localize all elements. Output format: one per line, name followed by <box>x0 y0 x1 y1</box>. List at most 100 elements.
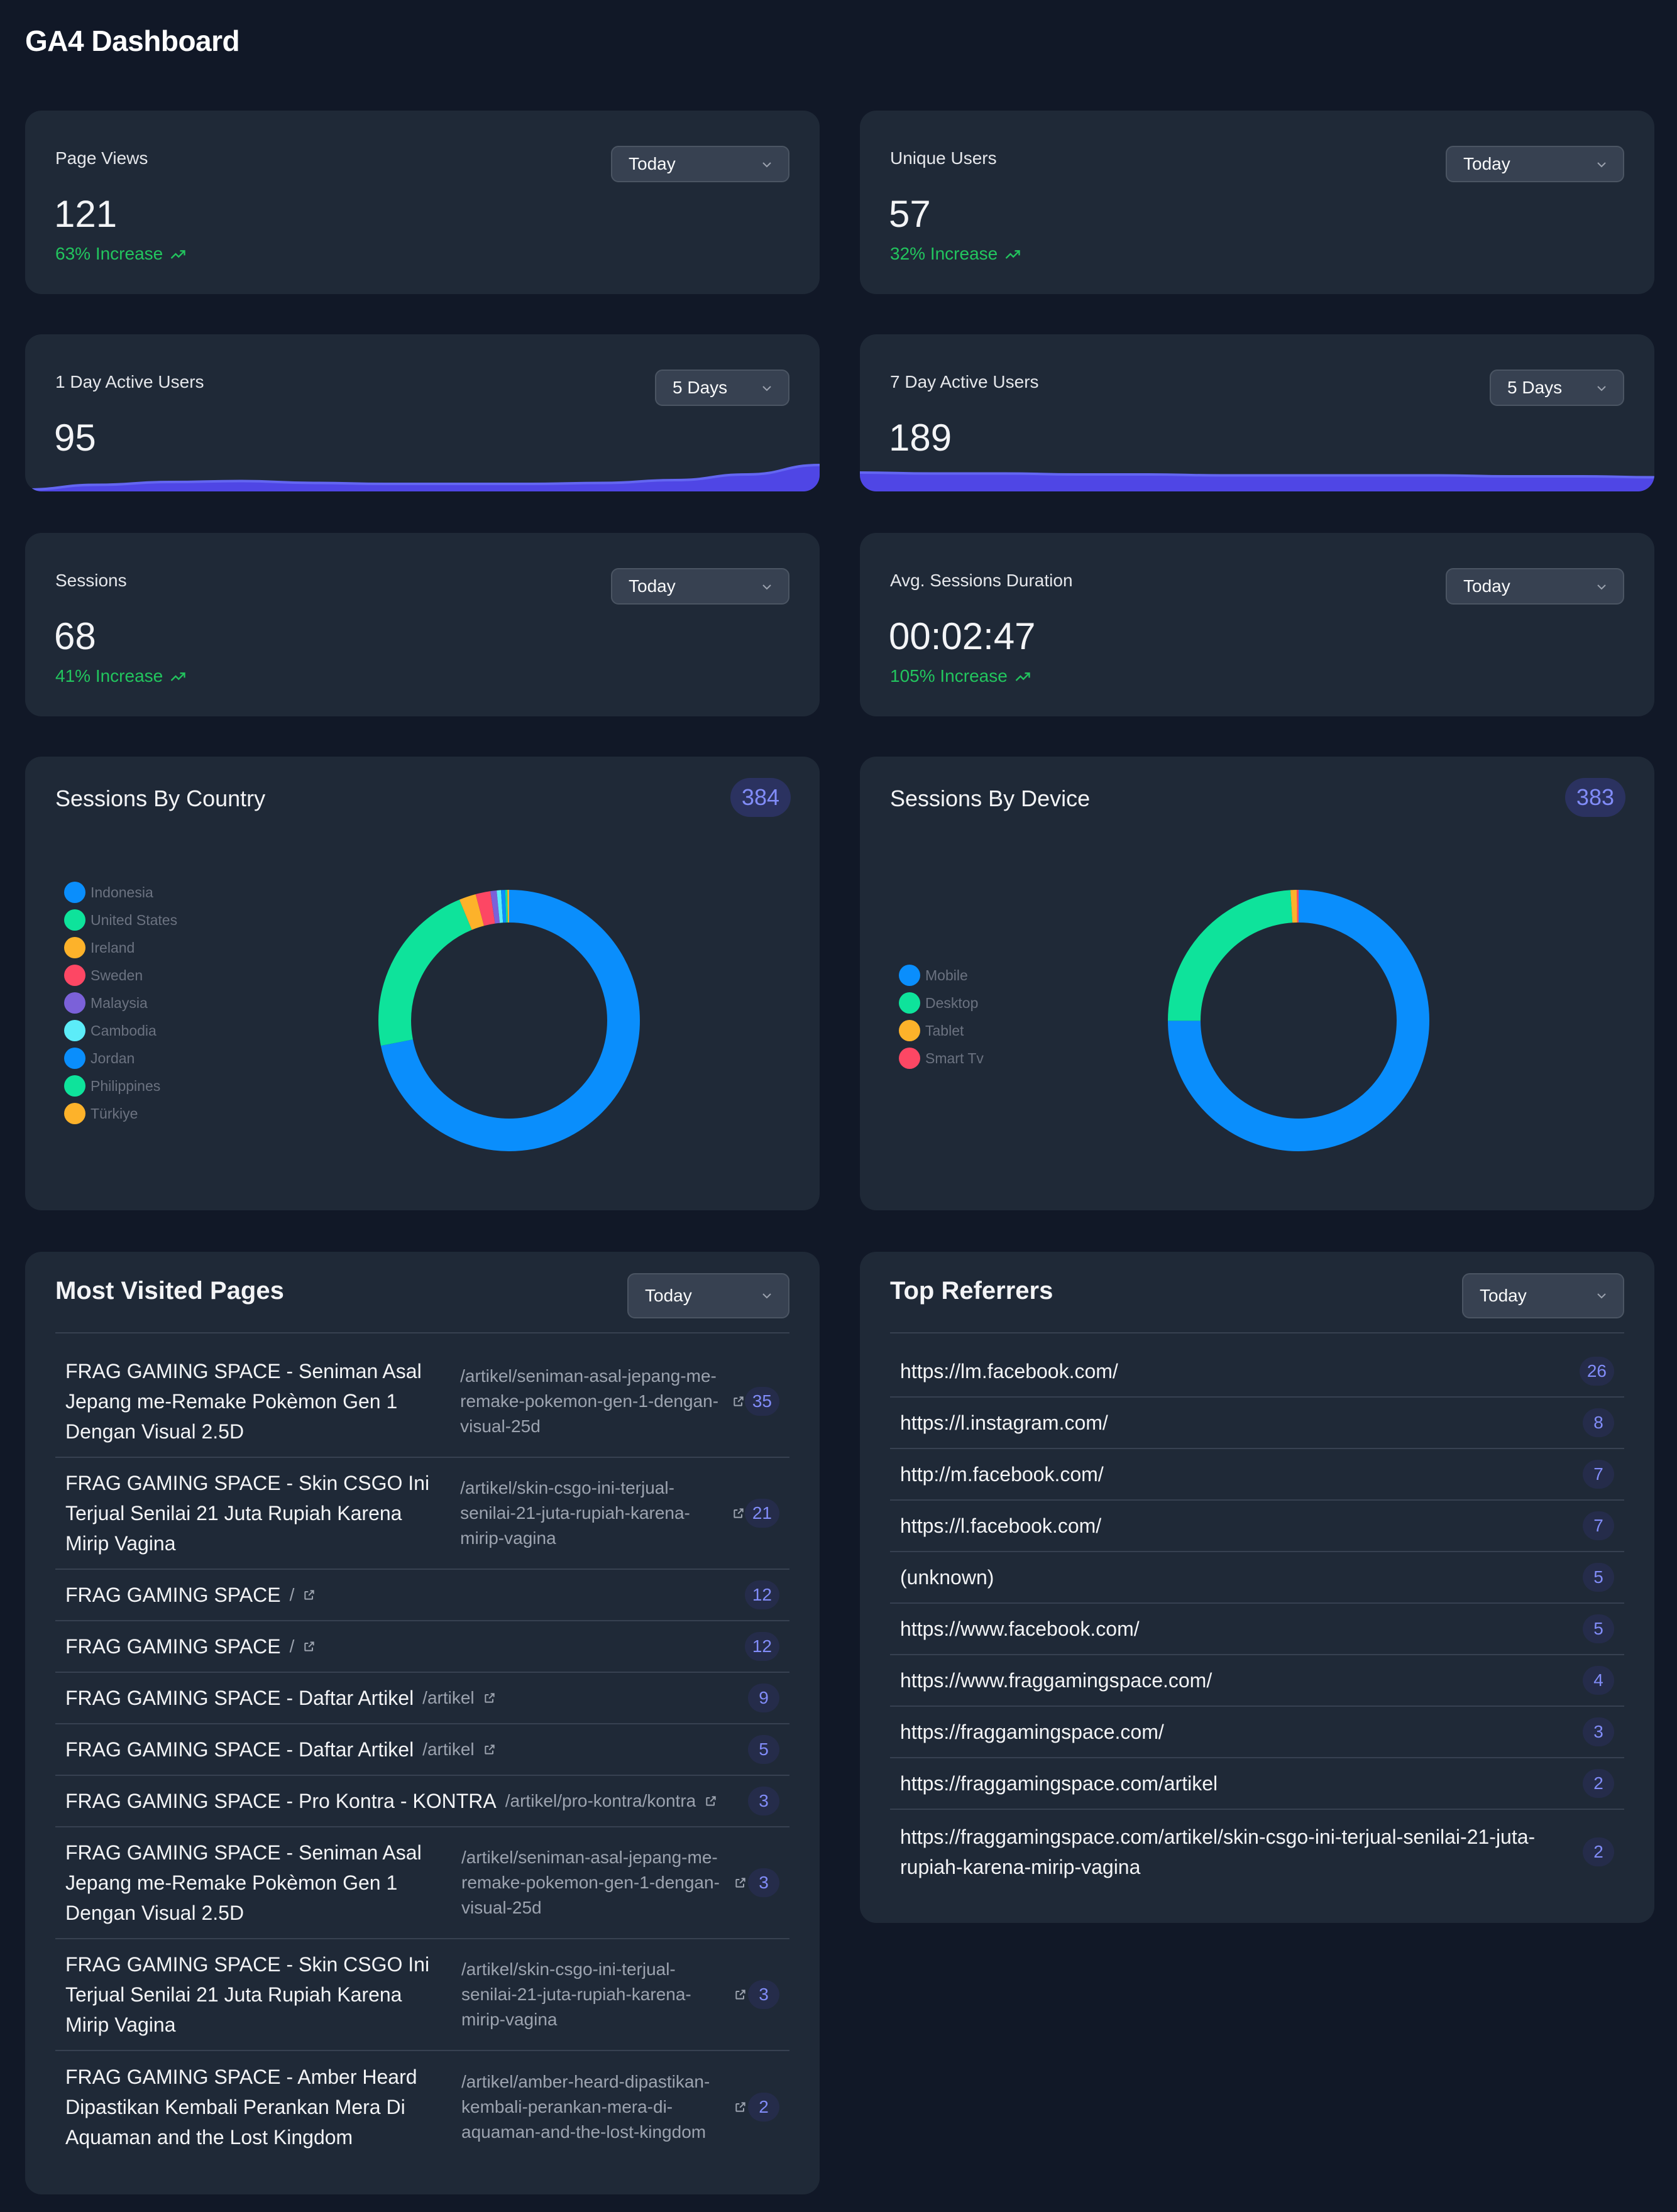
legend-item[interactable]: Tablet <box>899 1017 984 1044</box>
legend-swatch <box>899 992 920 1014</box>
legend-item[interactable]: Smart Tv <box>899 1044 984 1072</box>
referrer-row[interactable]: https://www.fraggamingspace.com/4 <box>890 1655 1624 1707</box>
referrer-url[interactable]: (unknown) <box>900 1566 994 1589</box>
external-link-icon[interactable] <box>732 1395 745 1408</box>
referrer-url[interactable]: https://fraggamingspace.com/artikel <box>900 1772 1218 1795</box>
page-title: GA4 Dashboard <box>25 25 240 57</box>
donut-slice-desktop[interactable] <box>1168 890 1429 1151</box>
table-row[interactable]: FRAG GAMING SPACE - Amber Heard Dipastik… <box>55 2051 789 2163</box>
external-link-icon[interactable] <box>734 1876 747 1889</box>
chevron-down-icon <box>762 162 771 168</box>
legend-item[interactable]: Ireland <box>64 934 177 961</box>
external-link-icon[interactable] <box>705 1795 717 1807</box>
legend-item[interactable]: Malaysia <box>64 989 177 1017</box>
legend-swatch <box>64 937 85 958</box>
day1-active-range-select[interactable]: 5 Days <box>655 370 789 406</box>
page-path-link[interactable]: /artikel <box>422 1739 475 1759</box>
page-path-link[interactable]: /artikel/pro-kontra/kontra <box>505 1791 696 1810</box>
table-row[interactable]: FRAG GAMING SPACE / 12 <box>55 1621 789 1673</box>
page-path-link[interactable]: /artikel/skin-csgo-ini-terjual-senilai-2… <box>460 1478 690 1548</box>
legend-item[interactable]: Sweden <box>64 961 177 989</box>
country-donut-chart <box>378 890 640 1151</box>
day7-active-range-select[interactable]: 5 Days <box>1490 370 1624 406</box>
referrer-row[interactable]: https://www.facebook.com/5 <box>890 1604 1624 1655</box>
page-path-link[interactable]: /artikel/seniman-asal-jepang-me-remake-p… <box>460 1366 719 1436</box>
external-link-icon[interactable] <box>734 1988 747 2001</box>
table-row[interactable]: FRAG GAMING SPACE - Daftar Artikel/artik… <box>55 1724 789 1776</box>
page-path-link[interactable]: / <box>289 1636 295 1656</box>
count-badge: 7 <box>1583 1460 1614 1489</box>
table-row[interactable]: FRAG GAMING SPACE - Daftar Artikel/artik… <box>55 1673 789 1724</box>
external-link-icon[interactable] <box>303 1640 316 1653</box>
legend-label: Desktop <box>925 994 979 1011</box>
table-row[interactable]: FRAG GAMING SPACE - Seniman Asal Jepang … <box>55 1346 789 1458</box>
legend-item[interactable]: Jordan <box>64 1044 177 1072</box>
page-path-link[interactable]: /artikel/skin-csgo-ini-terjual-senilai-2… <box>461 1959 691 2029</box>
page-views-range-select[interactable]: Today <box>611 146 789 182</box>
legend-label: United States <box>91 911 178 928</box>
legend-label: Ireland <box>91 939 135 956</box>
referrer-row[interactable]: https://fraggamingspace.com/3 <box>890 1707 1624 1758</box>
page-path-link[interactable]: /artikel/amber-heard-dipastikan-kembali-… <box>461 2072 710 2142</box>
table-row[interactable]: FRAG GAMING SPACE - Skin CSGO Ini Terjua… <box>55 1939 789 2051</box>
day1-active-value: 95 <box>54 417 96 459</box>
page-views-increase-text: 63% Increase <box>55 244 163 263</box>
referrer-row[interactable]: https://l.facebook.com/7 <box>890 1501 1624 1552</box>
sparkline-line <box>860 471 1654 479</box>
external-link-icon[interactable] <box>483 1692 496 1704</box>
list-title: Top Referrers <box>890 1277 1053 1305</box>
count-badge: 9 <box>748 1684 779 1712</box>
legend-item[interactable]: Türkiye <box>64 1100 177 1127</box>
donut-slice-smart-tv[interactable] <box>1168 890 1429 1151</box>
referrer-row[interactable]: https://fraggamingspace.com/artikel/skin… <box>890 1810 1624 1894</box>
referrer-url[interactable]: https://www.fraggamingspace.com/ <box>900 1669 1212 1692</box>
legend-label: Cambodia <box>91 1022 157 1039</box>
referrer-url[interactable]: https://www.facebook.com/ <box>900 1618 1140 1640</box>
donut-slice-united-states[interactable] <box>378 890 640 1151</box>
referrer-row[interactable]: http://m.facebook.com/7 <box>890 1449 1624 1501</box>
referrer-row[interactable]: (unknown) 5 <box>890 1552 1624 1604</box>
page-title-text: FRAG GAMING SPACE - Skin CSGO Ini Terjua… <box>65 1472 430 1555</box>
table-row[interactable]: FRAG GAMING SPACE - Seniman Asal Jepang … <box>55 1827 789 1939</box>
legend-swatch <box>64 882 85 903</box>
avg-duration-label: Avg. Sessions Duration <box>890 571 1073 590</box>
referrer-row[interactable]: https://l.instagram.com/8 <box>890 1398 1624 1449</box>
referrer-url[interactable]: https://lm.facebook.com/ <box>900 1360 1118 1382</box>
page-title-text: FRAG GAMING SPACE <box>65 1584 281 1606</box>
legend-item[interactable]: Desktop <box>899 989 984 1017</box>
top-referrers-range-select[interactable]: Today <box>1462 1273 1624 1318</box>
donut-slice-t-rkiye[interactable] <box>378 890 640 1151</box>
legend-item[interactable]: Indonesia <box>64 879 177 906</box>
table-row[interactable]: FRAG GAMING SPACE - Skin CSGO Ini Terjua… <box>55 1458 789 1570</box>
page-path-link[interactable]: /artikel <box>422 1688 475 1707</box>
table-row[interactable]: FRAG GAMING SPACE - Pro Kontra - KONTRA /… <box>55 1776 789 1827</box>
legend-item[interactable]: Mobile <box>899 961 984 989</box>
referrer-url[interactable]: http://m.facebook.com/ <box>900 1463 1104 1486</box>
page-path-link[interactable]: / <box>289 1585 295 1604</box>
avg-duration-range-select[interactable]: Today <box>1446 568 1624 605</box>
external-link-icon[interactable] <box>303 1589 316 1601</box>
legend-swatch <box>64 992 85 1014</box>
sessions-range-select[interactable]: Today <box>611 568 789 605</box>
referrer-row[interactable]: https://lm.facebook.com/26 <box>890 1346 1624 1398</box>
referrer-url[interactable]: https://l.facebook.com/ <box>900 1514 1102 1537</box>
legend-swatch <box>64 1020 85 1041</box>
referrer-url[interactable]: https://l.instagram.com/ <box>900 1411 1108 1434</box>
referrer-url[interactable]: https://fraggamingspace.com/artikel/skin… <box>900 1826 1536 1878</box>
table-row[interactable]: FRAG GAMING SPACE / 12 <box>55 1570 789 1621</box>
legend-item[interactable]: Philippines <box>64 1072 177 1100</box>
count-badge: 3 <box>748 1980 779 2009</box>
referrer-row[interactable]: https://fraggamingspace.com/artikel 2 <box>890 1758 1624 1810</box>
legend-item[interactable]: United States <box>64 906 177 934</box>
referrer-url[interactable]: https://fraggamingspace.com/ <box>900 1721 1164 1743</box>
external-link-icon[interactable] <box>483 1743 496 1756</box>
external-link-icon[interactable] <box>732 1507 745 1519</box>
most-visited-range-select[interactable]: Today <box>627 1273 789 1318</box>
legend-label: Smart Tv <box>925 1049 984 1066</box>
unique-users-range-select[interactable]: Today <box>1446 146 1624 182</box>
external-link-icon[interactable] <box>734 2101 747 2113</box>
unique-users-card: Unique Users Today 57 32% Increase <box>860 111 1654 294</box>
legend-item[interactable]: Cambodia <box>64 1017 177 1044</box>
page-path-link[interactable]: /artikel/seniman-asal-jepang-me-remake-p… <box>461 1848 720 1917</box>
page-title-text: FRAG GAMING SPACE - Skin CSGO Ini Terjua… <box>65 1953 430 2036</box>
